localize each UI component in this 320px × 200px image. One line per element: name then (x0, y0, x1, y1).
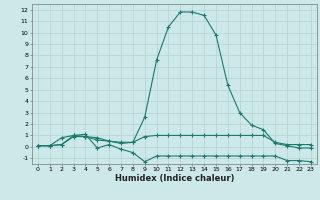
X-axis label: Humidex (Indice chaleur): Humidex (Indice chaleur) (115, 174, 234, 183)
